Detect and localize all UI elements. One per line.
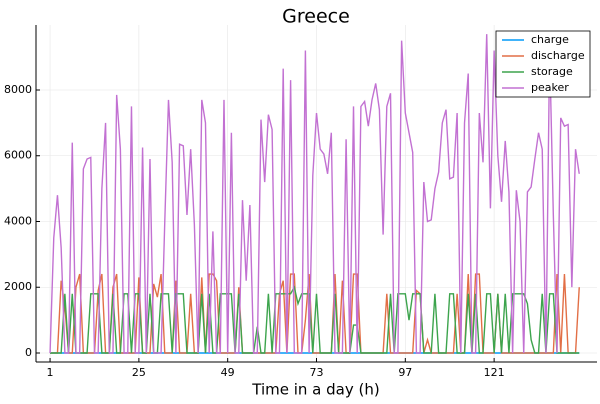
legend-box xyxy=(495,30,591,98)
chart-title: Greece xyxy=(282,6,350,28)
legend-label: charge xyxy=(531,33,569,46)
line-series xyxy=(50,285,580,354)
x-tick-label: 25 xyxy=(132,366,146,379)
y-tick-label: 4000 xyxy=(4,214,32,227)
y-tick-label: 2000 xyxy=(4,280,32,293)
line-series xyxy=(49,34,580,354)
x-tick-label: 1 xyxy=(47,366,54,379)
line-series xyxy=(50,273,580,354)
x-axis-label: Time in a day (h) xyxy=(251,381,379,399)
x-tick-label: 121 xyxy=(484,366,505,379)
x-tick-label: 49 xyxy=(221,366,235,379)
legend-label: peaker xyxy=(531,81,569,94)
x-tick-label: 73 xyxy=(310,366,324,379)
y-tick-label: 6000 xyxy=(4,149,32,162)
y-tick-label: 0 xyxy=(25,346,32,359)
legend-label: discharge xyxy=(531,49,585,62)
x-tick-label: 97 xyxy=(398,366,412,379)
legend-label: storage xyxy=(531,65,573,78)
y-tick-label: 8000 xyxy=(4,83,32,96)
